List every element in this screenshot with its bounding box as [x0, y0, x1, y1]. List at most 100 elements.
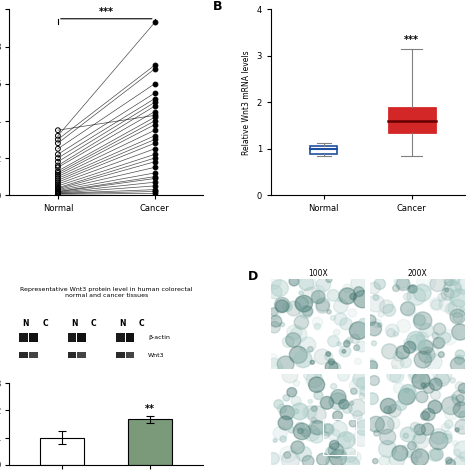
- Circle shape: [338, 370, 349, 381]
- Circle shape: [422, 409, 435, 420]
- Circle shape: [278, 416, 292, 430]
- Circle shape: [360, 387, 369, 396]
- Circle shape: [314, 349, 330, 364]
- Circle shape: [407, 285, 415, 293]
- Circle shape: [445, 406, 459, 420]
- Point: [151, 178, 158, 186]
- Circle shape: [350, 293, 356, 300]
- Circle shape: [296, 447, 311, 461]
- Circle shape: [328, 429, 340, 441]
- Circle shape: [267, 285, 282, 299]
- Circle shape: [323, 424, 333, 434]
- Point: [151, 95, 158, 102]
- Circle shape: [291, 396, 301, 406]
- Circle shape: [328, 443, 344, 458]
- Circle shape: [308, 400, 312, 403]
- Circle shape: [321, 424, 334, 436]
- Circle shape: [434, 366, 452, 384]
- FancyBboxPatch shape: [19, 333, 28, 342]
- Point: [151, 113, 158, 121]
- Circle shape: [349, 401, 354, 405]
- Circle shape: [452, 324, 468, 340]
- Circle shape: [450, 289, 469, 307]
- Point: [151, 169, 158, 177]
- FancyBboxPatch shape: [68, 333, 76, 342]
- FancyBboxPatch shape: [116, 352, 125, 358]
- Circle shape: [331, 390, 346, 404]
- Point: [151, 190, 158, 197]
- Circle shape: [270, 308, 278, 316]
- Circle shape: [356, 420, 372, 436]
- Circle shape: [428, 449, 441, 461]
- Circle shape: [334, 300, 348, 313]
- FancyBboxPatch shape: [388, 107, 436, 133]
- Point: [54, 158, 62, 165]
- Circle shape: [331, 421, 347, 437]
- Circle shape: [278, 365, 283, 370]
- Point: [151, 108, 158, 116]
- Point: [54, 169, 62, 177]
- Point: [54, 188, 62, 196]
- Circle shape: [396, 346, 410, 359]
- Circle shape: [368, 416, 384, 432]
- Circle shape: [430, 428, 447, 444]
- Circle shape: [396, 400, 407, 410]
- Circle shape: [342, 448, 357, 462]
- Circle shape: [415, 451, 422, 458]
- Circle shape: [320, 396, 334, 409]
- Text: N: N: [71, 319, 77, 328]
- Point: [151, 186, 158, 193]
- Point: [151, 188, 158, 195]
- Point: [54, 127, 62, 134]
- Circle shape: [424, 353, 433, 361]
- Point: [151, 173, 158, 181]
- Circle shape: [287, 388, 297, 397]
- Circle shape: [351, 388, 357, 394]
- Circle shape: [344, 341, 350, 347]
- Circle shape: [310, 429, 324, 443]
- Circle shape: [345, 339, 350, 344]
- Circle shape: [397, 319, 410, 333]
- Circle shape: [286, 301, 301, 316]
- Circle shape: [329, 440, 339, 450]
- Circle shape: [348, 399, 366, 416]
- Circle shape: [356, 377, 369, 390]
- Circle shape: [453, 402, 469, 418]
- Circle shape: [417, 332, 428, 343]
- Circle shape: [311, 285, 325, 298]
- Point: [54, 190, 62, 197]
- Circle shape: [455, 278, 472, 294]
- Circle shape: [317, 296, 324, 303]
- Circle shape: [458, 383, 469, 393]
- Circle shape: [314, 323, 320, 329]
- Circle shape: [369, 375, 379, 385]
- Circle shape: [446, 459, 456, 468]
- Circle shape: [371, 341, 376, 346]
- Circle shape: [414, 424, 426, 435]
- Circle shape: [322, 432, 329, 438]
- Circle shape: [459, 412, 468, 420]
- Circle shape: [411, 457, 418, 463]
- Circle shape: [380, 429, 396, 445]
- Circle shape: [419, 323, 434, 337]
- Circle shape: [408, 334, 425, 351]
- Circle shape: [299, 306, 312, 319]
- FancyBboxPatch shape: [19, 352, 28, 358]
- Circle shape: [360, 328, 369, 337]
- Circle shape: [455, 355, 464, 365]
- Circle shape: [330, 315, 336, 320]
- Circle shape: [412, 372, 430, 389]
- Point: [54, 139, 62, 147]
- Circle shape: [334, 313, 347, 326]
- Circle shape: [293, 423, 310, 440]
- Circle shape: [314, 391, 323, 400]
- Circle shape: [326, 352, 331, 356]
- Circle shape: [404, 339, 410, 345]
- Circle shape: [429, 378, 442, 391]
- Point: [54, 187, 62, 194]
- Circle shape: [295, 295, 312, 312]
- Circle shape: [439, 297, 454, 312]
- Title: 100X: 100X: [308, 269, 328, 278]
- Text: N: N: [119, 319, 126, 328]
- Circle shape: [413, 432, 426, 444]
